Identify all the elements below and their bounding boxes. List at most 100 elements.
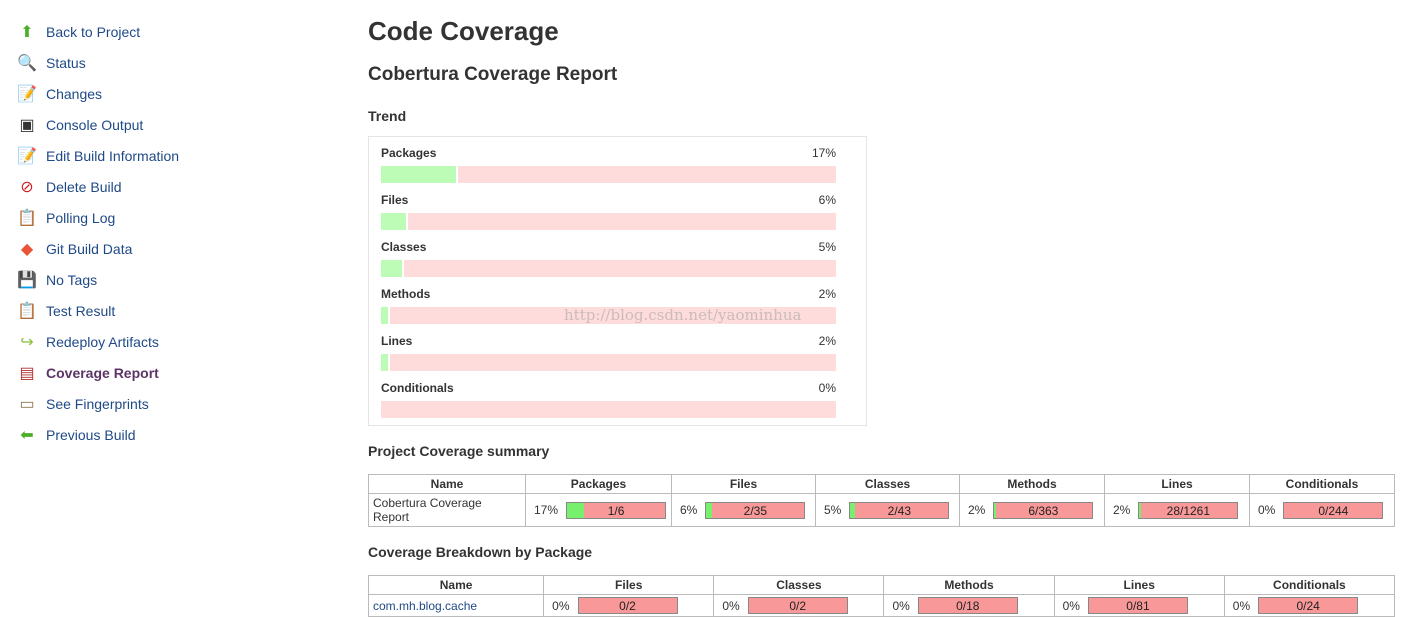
up-arrow-icon: ⬆	[20, 23, 34, 41]
coverage-percent: 0%	[892, 598, 910, 613]
breakdown-heading: Coverage Breakdown by Package	[368, 544, 593, 560]
magnifier-icon: 🔍	[17, 54, 37, 72]
trend-heading: Trend	[368, 108, 407, 124]
table-row: Cobertura Coverage Report 17% 1/6 6% 2/35 5% 2…	[368, 493, 1395, 527]
header-row: Name Files Classes Methods Lines Conditionals	[367, 575, 1396, 595]
trend-row: Classes 5%	[381, 237, 836, 284]
trend-bar	[381, 213, 836, 230]
git-icon: ◆	[20, 240, 34, 258]
trend-label: Classes	[381, 240, 427, 254]
sidebar-item-changes[interactable]: 📝 Changes	[16, 78, 179, 109]
trend-label: Files	[381, 193, 409, 207]
fingerprint-card-icon: ▭	[19, 395, 35, 413]
column-header[interactable]: Files	[671, 474, 816, 494]
coverage-ratio: 0/24	[1296, 599, 1320, 613]
coverage-ratio: 0/244	[1318, 503, 1349, 518]
sidebar-item-label: Polling Log	[46, 209, 116, 226]
package-link[interactable]: com.mh.blog.cache	[373, 598, 478, 613]
trend-percent: 17%	[811, 146, 836, 160]
column-header[interactable]: Files	[543, 575, 715, 595]
trend-bar-fill	[381, 213, 409, 230]
sidebar-item-label: No Tags	[46, 271, 98, 288]
sidebar-item-label: Status	[46, 54, 86, 71]
coverage-ratio: 6/363	[1028, 503, 1059, 518]
column-header[interactable]: Conditionals	[1249, 474, 1395, 494]
sidebar: ⬆ Back to Project 🔍 Status 📝 Changes ▣ Console …	[16, 16, 179, 450]
coverage-chart-icon: ▤	[19, 364, 35, 382]
header-row: Name Packages Files Classes Methods Lines Cond…	[368, 474, 1395, 494]
column-header[interactable]: Name	[368, 474, 526, 494]
column-header[interactable]: Lines	[1053, 575, 1225, 595]
table-row: com.mh.blog.cache 0% 0/2 0% 0/2 0% 0/18 0% 0/81 0…	[367, 594, 1396, 617]
sidebar-item-edit-build-information[interactable]: 📝 Edit Build Information	[16, 140, 179, 171]
floppy-icon: 💾	[17, 271, 37, 289]
column-header[interactable]: Lines	[1104, 474, 1250, 494]
column-header[interactable]: Methods	[959, 474, 1105, 494]
coverage-percent: 17%	[534, 503, 559, 517]
column-header[interactable]: Conditionals	[1223, 575, 1396, 595]
trend-bar	[381, 166, 836, 183]
sidebar-item-label: Changes	[46, 85, 103, 102]
terminal-icon: ▣	[19, 116, 35, 134]
sidebar-item-label: Previous Build	[46, 426, 136, 443]
coverage-bar: 1/6	[566, 501, 667, 519]
trend-label: Methods	[381, 287, 431, 301]
trend-bar-fill	[381, 260, 404, 277]
trend-percent: 6%	[818, 193, 836, 207]
trend-bar-fill	[381, 307, 391, 324]
sidebar-item-coverage-report[interactable]: ▤ Coverage Report	[16, 357, 179, 388]
sidebar-item-no-tags[interactable]: 💾 No Tags	[16, 264, 179, 295]
row-name: Cobertura Coverage Report	[373, 496, 482, 524]
coverage-bar: 28/1261	[1138, 501, 1239, 519]
column-header[interactable]: Name	[367, 575, 545, 595]
sidebar-item-git-build-data[interactable]: ◆ Git Build Data	[16, 233, 179, 264]
breakdown-table: Name Files Classes Methods Lines Conditionals…	[367, 575, 1396, 617]
coverage-bar-fill	[1139, 502, 1142, 518]
coverage-percent: 0%	[1232, 598, 1251, 613]
coverage-ratio: 0/2	[619, 599, 636, 613]
sidebar-item-label: Test Result	[46, 302, 116, 319]
sidebar-item-redeploy-artifacts[interactable]: ↪ Redeploy Artifacts	[16, 326, 179, 357]
no-entry-icon: ⊘	[20, 178, 34, 196]
sidebar-item-label: Back to Project	[46, 23, 141, 40]
redeploy-arrow-icon: ↪	[20, 333, 34, 351]
main-content: Code Coverage Cobertura Coverage Report …	[367, 0, 1398, 617]
column-header[interactable]: Methods	[883, 575, 1055, 595]
sidebar-item-console-output[interactable]: ▣ Console Output	[16, 109, 179, 140]
sidebar-item-see-fingerprints[interactable]: ▭ See Fingerprints	[16, 388, 179, 419]
coverage-percent: 0%	[722, 598, 740, 613]
coverage-bar: 2/43	[849, 501, 950, 519]
trend-bar	[381, 401, 836, 418]
coverage-bar-fill	[994, 502, 997, 518]
trend-bar-fill	[381, 166, 459, 183]
coverage-ratio: 1/6	[607, 503, 625, 518]
trend-label: Conditionals	[381, 381, 454, 395]
trend-label: Lines	[381, 334, 413, 348]
report-title: Cobertura Coverage Report	[368, 64, 618, 85]
trend-percent: 0%	[818, 381, 836, 395]
coverage-bar: 0/24	[1258, 597, 1359, 614]
coverage-ratio: 28/1261	[1166, 503, 1211, 518]
column-header[interactable]: Classes	[713, 575, 885, 595]
sidebar-item-label: See Fingerprints	[46, 395, 149, 412]
coverage-bar: 0/2	[747, 597, 848, 614]
trend-row: Packages 17%	[381, 143, 836, 190]
coverage-bar-fill	[567, 502, 584, 518]
sidebar-item-previous-build[interactable]: ⬅ Previous Build	[16, 419, 179, 450]
trend-bar-fill	[381, 354, 391, 371]
clipboard-icon: 📋	[17, 302, 37, 320]
sidebar-item-test-result[interactable]: 📋 Test Result	[16, 295, 179, 326]
coverage-bar: 0/2	[577, 597, 678, 614]
sidebar-item-status[interactable]: 🔍 Status	[16, 47, 179, 78]
sidebar-item-back-to-project[interactable]: ⬆ Back to Project	[16, 16, 179, 47]
trend-label: Packages	[381, 146, 437, 160]
sidebar-item-polling-log[interactable]: 📋 Polling Log	[16, 202, 179, 233]
sidebar-item-label: Git Build Data	[46, 240, 133, 257]
trend-percent: 2%	[818, 287, 836, 301]
column-header[interactable]: Classes	[815, 474, 960, 494]
coverage-percent: 2%	[968, 503, 986, 517]
summary-table: Name Packages Files Classes Methods Lines Cond…	[368, 474, 1395, 527]
coverage-percent: 0%	[1258, 503, 1276, 517]
column-header[interactable]: Packages	[525, 474, 672, 494]
sidebar-item-delete-build[interactable]: ⊘ Delete Build	[16, 171, 179, 202]
